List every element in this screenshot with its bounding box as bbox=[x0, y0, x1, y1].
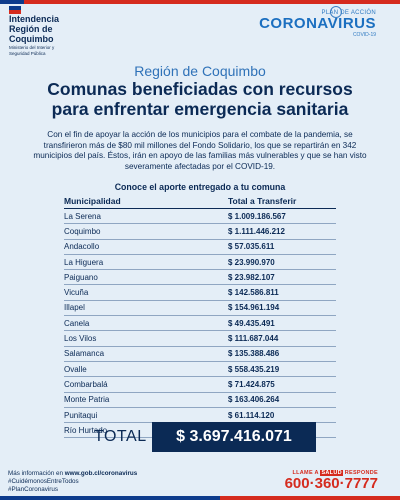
table-row: Los Vilos $ 111.687.044 bbox=[64, 331, 336, 347]
coronavirus-logo: PLAN DE ACCIÓN CORONAVIRUS COVID-19 bbox=[259, 10, 376, 38]
header-amount: Total a Transferir bbox=[228, 196, 297, 206]
info-prefix: Más información en bbox=[8, 470, 65, 477]
row-name: Monte Patria bbox=[64, 395, 110, 405]
table-row: La Higuera $ 23.990.970 bbox=[64, 255, 336, 271]
table-row: Illapel $ 154.961.194 bbox=[64, 301, 336, 317]
gov-title: Intendencia Región de Coquimbo bbox=[9, 14, 60, 44]
table-row: Punitaqui $ 61.114.120 bbox=[64, 408, 336, 424]
table-row: Canela $ 49.435.491 bbox=[64, 316, 336, 332]
header-municipality: Municipalidad bbox=[64, 196, 121, 206]
row-amount: $ 135.388.486 bbox=[228, 349, 280, 359]
row-name: Río Hurtado bbox=[64, 425, 108, 435]
table-row: Andacollo $ 57.035.611 bbox=[64, 240, 336, 255]
row-amount: $ 61.114.120 bbox=[228, 410, 275, 420]
page-title: Comunas beneficiadas con recursos para e… bbox=[47, 79, 353, 119]
brand-name: CORONAVIRUS bbox=[259, 15, 376, 32]
gov-flag-icon bbox=[9, 6, 21, 14]
row-amount: $ 558.435.219 bbox=[228, 364, 280, 374]
row-amount: $ 154.961.194 bbox=[228, 303, 280, 313]
row-amount: $ 1.111.446.212 bbox=[228, 226, 285, 236]
call-label-c: RESPONDE bbox=[342, 470, 378, 476]
hashtag-1: #CuidémonosEntreTodos bbox=[8, 478, 79, 485]
table-subtitle: Conoce el aporte entregado a tu comuna bbox=[114, 182, 286, 192]
row-name: La Serena bbox=[64, 211, 101, 221]
salud-responde-logo: LLAME A SALUD RESPONDE 600·360·7777 bbox=[285, 470, 378, 492]
row-amount: $ 49.435.491 bbox=[228, 318, 275, 328]
info-link[interactable]: www.gob.cl/coronavirus bbox=[64, 470, 138, 477]
row-name: Los Vilos bbox=[64, 334, 97, 344]
phone-number: 600·360·7777 bbox=[284, 475, 378, 492]
row-amount: $ 71.424.875 bbox=[228, 379, 275, 389]
row-name: Canela bbox=[64, 318, 90, 328]
region-heading: Región de Coquimbo bbox=[134, 63, 266, 79]
virus-icon bbox=[330, 6, 342, 18]
brand-sub: COVID-19 bbox=[352, 32, 376, 38]
intro-paragraph: Con el fin de apoyar la acción de los mu… bbox=[33, 130, 367, 171]
call-label-a: LLAME A bbox=[292, 470, 321, 476]
transfer-table: Municipalidad Total a Transferir La Sere… bbox=[64, 194, 336, 439]
bottom-color-bar bbox=[0, 496, 400, 500]
call-label-b: SALUD bbox=[320, 470, 343, 476]
row-name: Combarbalá bbox=[64, 379, 108, 389]
table-row: Paiguano $ 23.982.107 bbox=[64, 270, 336, 286]
row-name: Coquimbo bbox=[64, 226, 101, 236]
footer-info: Más información en www.gob.cl/coronaviru… bbox=[8, 470, 137, 494]
row-name: Ovalle bbox=[64, 364, 87, 374]
row-name: Paiguano bbox=[64, 272, 98, 282]
row-amount: $ 57.035.611 bbox=[228, 242, 275, 252]
row-name: Andacollo bbox=[64, 242, 100, 252]
row-name: Illapel bbox=[64, 303, 85, 313]
table-row: Salamanca $ 135.388.486 bbox=[64, 347, 336, 362]
row-name: Salamanca bbox=[64, 349, 105, 359]
table-row: Coquimbo $ 1.111.446.212 bbox=[64, 224, 336, 240]
total-label: TOTAL bbox=[94, 428, 147, 445]
table-row: Monte Patria $ 163.406.264 bbox=[64, 393, 336, 408]
row-name: Vicuña bbox=[64, 288, 89, 298]
table-header: Municipalidad Total a Transferir bbox=[64, 194, 336, 209]
table-row: Combarbalá $ 71.424.875 bbox=[64, 377, 336, 393]
row-amount: $ 142.586.811 bbox=[228, 288, 279, 298]
table-row: Ovalle $ 558.435.219 bbox=[64, 362, 336, 378]
plan-label: PLAN DE ACCIÓN bbox=[321, 10, 376, 16]
row-name: La Higuera bbox=[64, 257, 104, 267]
row-name: Punitaqui bbox=[64, 410, 98, 420]
top-color-bar bbox=[0, 0, 400, 4]
row-amount: $ 23.982.107 bbox=[228, 272, 275, 282]
table-row: Vicuña $ 142.586.811 bbox=[64, 285, 336, 301]
row-amount: $ 163.406.264 bbox=[228, 395, 280, 405]
gov-logo: Intendencia Región de Coquimbo Ministeri… bbox=[9, 14, 59, 56]
header: Intendencia Región de Coquimbo Ministeri… bbox=[0, 4, 400, 58]
row-amount: $ 111.687.044 bbox=[228, 334, 279, 344]
row-amount: $ 23.990.970 bbox=[228, 257, 275, 267]
hashtag-2: #PlanCoronavirus bbox=[8, 486, 59, 493]
table-row: La Serena $ 1.009.186.567 bbox=[64, 209, 336, 225]
row-amount: $ 1.009.186.567 bbox=[228, 211, 286, 221]
gov-subtitle: Ministerio del Interior y Seguridad Públ… bbox=[9, 45, 55, 56]
total-value: $ 3.697.416.071 bbox=[152, 422, 316, 452]
